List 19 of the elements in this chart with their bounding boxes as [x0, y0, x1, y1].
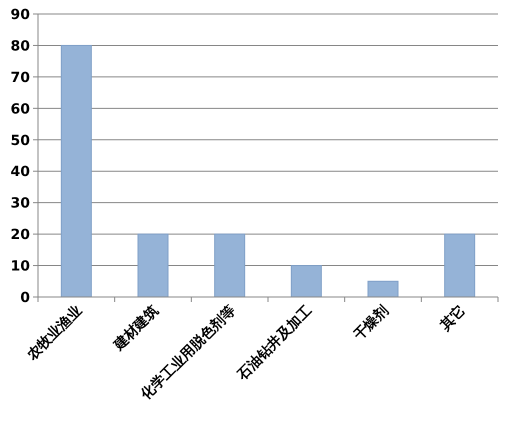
y-tick-label: 30 — [10, 196, 30, 212]
bar — [444, 234, 476, 298]
y-tick-label: 90 — [10, 7, 30, 23]
bar — [60, 44, 92, 298]
y-tick-label: 60 — [10, 101, 30, 118]
bar — [138, 234, 168, 298]
bar — [368, 280, 398, 298]
bar — [290, 265, 322, 298]
y-tick-label: 70 — [10, 70, 30, 86]
y-tick-label: 80 — [10, 38, 30, 54]
y-tick-label: 10 — [10, 258, 30, 275]
y-tick-label: 40 — [10, 164, 30, 180]
x-tick-label: 建材建筑 — [110, 302, 162, 354]
x-tick-label: 石油钻井及加工 — [234, 302, 316, 384]
x-tick-label: 其它 — [436, 302, 468, 334]
bar — [214, 234, 246, 298]
y-tick-label: 50 — [10, 132, 30, 149]
x-tick-label: 干燥剂 — [349, 302, 392, 344]
y-tick-label: 20 — [10, 227, 30, 244]
